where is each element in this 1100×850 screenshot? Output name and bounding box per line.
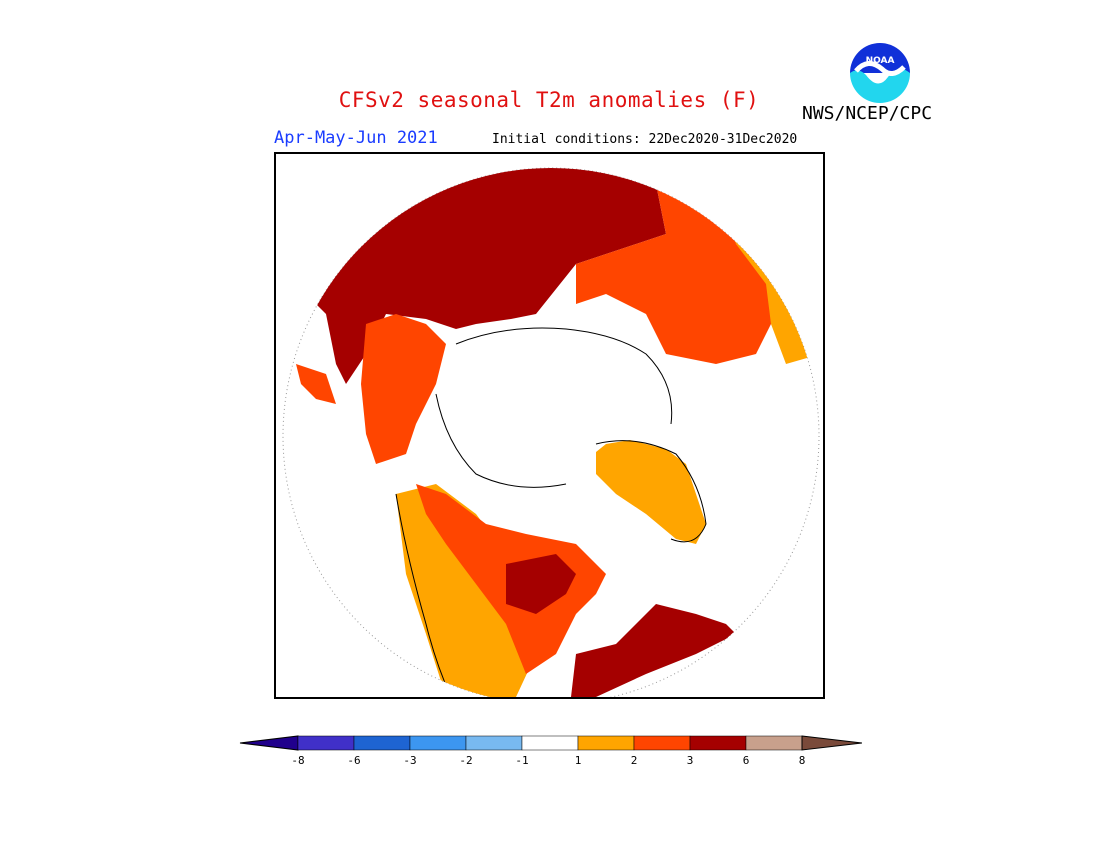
region-western-europe-2to3 [296, 364, 336, 404]
anomaly-map-svg [282, 167, 820, 697]
legend-bin-6_to_8 [745, 735, 803, 751]
legend-svg: -8 -6 -3 -2 -1 1 2 3 6 8 [239, 735, 863, 767]
legend-bin--2_to_-1 [465, 735, 523, 751]
forecast-period: Apr-May-Jun 2021 [274, 128, 438, 148]
chart-title: CFSv2 seasonal T2m anomalies (F) [338, 88, 760, 112]
initial-conditions: Initial conditions: 22Dec2020-31Dec2020 [492, 132, 798, 147]
legend-bin-_-8 [239, 735, 299, 751]
legend-tick-label: -2 [459, 754, 472, 767]
legend-tick-label: 3 [687, 754, 694, 767]
legend-tick-label: 8 [799, 754, 806, 767]
region-arctic-neutral [436, 324, 676, 484]
region-hudson-3to6 [506, 554, 576, 614]
legend-tick-label: 6 [743, 754, 750, 767]
noaa-logo: NOAA [848, 41, 912, 105]
legend-bin--3_to_-2 [409, 735, 467, 751]
agency-label: NWS/NCEP/CPC [802, 103, 933, 124]
legend-bin--8_to_-6 [297, 735, 355, 751]
legend-tick-label: 1 [575, 754, 582, 767]
legend-tick-label: -3 [403, 754, 416, 767]
legend-bin--1_to_1 [521, 735, 579, 751]
legend-bin-1_to_2 [577, 735, 635, 751]
color-legend: -8 -6 -3 -2 -1 1 2 3 6 8 [238, 734, 863, 774]
region-northeast-us-3to6 [571, 604, 736, 697]
polar-map [274, 152, 825, 699]
svg-text:NOAA: NOAA [866, 56, 895, 66]
coastline [395, 327, 707, 697]
legend-tick-label: 2 [631, 754, 638, 767]
region-greenland-1to2 [596, 439, 706, 544]
region-scandinavia-2to3 [361, 314, 446, 464]
legend-bin--6_to_-3 [353, 735, 411, 751]
legend-bin-_8 [801, 735, 863, 751]
legend-tick-label: -1 [515, 754, 528, 767]
legend-tick-label: -6 [347, 754, 360, 767]
legend-bin-3_to_6 [689, 735, 747, 751]
legend-tick-label: -8 [291, 754, 304, 767]
legend-bin-2_to_3 [633, 735, 691, 751]
